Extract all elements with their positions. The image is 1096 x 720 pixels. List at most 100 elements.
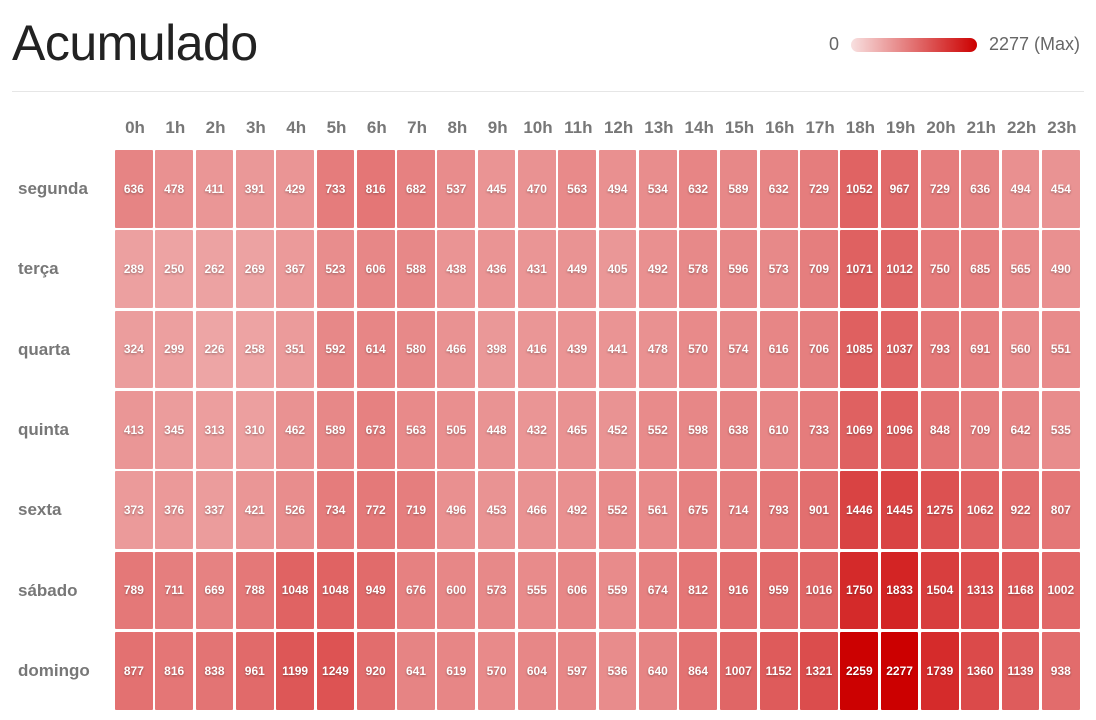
column-label: 18h [845,118,876,137]
column-label: 12h [603,118,634,137]
heatmap-cell: 1012 [880,230,919,309]
heatmap-cell: 1085 [840,310,879,389]
heatmap-cell: 636 [961,150,1000,228]
heatmap-cell: 398 [477,310,516,389]
heatmap-cell: 405 [598,230,637,309]
heatmap-cell: 676 [397,551,435,630]
heatmap-cell: 848 [921,390,959,469]
row-label: sábado [18,580,78,600]
heatmap-cell: 1360 [961,631,1000,710]
heatmap-cell: 1037 [880,310,919,389]
heatmap-cell: 574 [719,310,758,389]
heatmap-cell: 864 [679,631,717,710]
heatmap-cell: 1313 [961,551,1000,630]
heatmap-cell: 454 [1041,150,1080,228]
column-label: 9h [487,118,508,137]
heatmap-cell: 922 [1001,471,1040,549]
heatmap-cell: 535 [1041,390,1080,469]
column-label: 16h [765,118,795,137]
heatmap-cell: 1139 [1001,631,1040,710]
row-label: quinta [18,420,69,440]
heatmap-cell: 466 [437,310,476,389]
heatmap-cell: 411 [195,150,234,228]
heatmap-cell: 526 [276,471,314,549]
heatmap-cell: 750 [921,230,959,309]
heatmap-cell: 2259 [840,631,879,710]
heatmap-cell: 416 [518,310,556,389]
heatmap-cell: 250 [155,230,194,309]
heatmap-cell: 638 [719,390,758,469]
heatmap-cell: 492 [558,471,597,549]
heatmap-cell: 1096 [880,390,919,469]
heatmap-cell: 534 [638,150,677,228]
heatmap-cell: 729 [800,150,838,228]
heatmap-cell: 1062 [961,471,1000,549]
heatmap-cell: 597 [558,631,597,710]
column-label: 21h [966,118,996,137]
heatmap-cell: 492 [638,230,677,309]
heatmap-cell: 537 [437,150,476,228]
heatmap-cell: 565 [1001,230,1040,309]
heatmap-cell: 610 [759,390,798,469]
heatmap-cell: 561 [638,471,677,549]
heatmap-cell: 552 [638,390,677,469]
heatmap-cell: 432 [518,390,556,469]
heatmap-cell: 938 [1041,631,1080,710]
column-label: 15h [724,118,755,137]
color-legend: 0 2277 (Max) [829,34,1080,55]
heatmap-cell: 714 [719,471,758,549]
heatmap-cell: 682 [397,150,435,228]
heatmap-cell: 490 [1041,230,1080,309]
column-label: 5h [326,118,347,137]
heatmap-cell: 1168 [1001,551,1040,630]
heatmap-cell: 640 [638,631,677,710]
heatmap-cell: 1739 [921,631,959,710]
heatmap-cell: 1016 [800,551,838,630]
heatmap-cell: 669 [195,551,234,630]
heatmap-cell: 734 [316,471,355,549]
heatmap-cell: 961 [235,631,274,710]
heatmap-cell: 563 [558,150,597,228]
heatmap-cell: 706 [800,310,838,389]
heatmap-cell: 436 [477,230,516,309]
column-label: 3h [245,118,266,137]
heatmap-cell: 431 [518,230,556,309]
heatmap-cell: 916 [719,551,758,630]
heatmap-cell: 563 [397,390,435,469]
heatmap-cell: 1002 [1041,551,1080,630]
column-label: 8h [447,118,468,137]
heatmap-cell: 373 [115,471,153,549]
heatmap-cell: 494 [1001,150,1040,228]
heatmap-cell: 445 [477,150,516,228]
heatmap-cell: 478 [155,150,194,228]
heatmap-cell: 641 [397,631,435,710]
heatmap-cell: 733 [316,150,355,228]
column-label: 0h [125,118,145,137]
heatmap-cell: 589 [316,390,355,469]
heatmap-cell: 719 [397,471,435,549]
heatmap-cell: 226 [195,310,234,389]
divider [12,91,1084,92]
heatmap-cell: 573 [759,230,798,309]
heatmap-cell: 429 [276,150,314,228]
heatmap-cell: 2277 [880,631,919,710]
heatmap-cell: 604 [518,631,556,710]
heatmap-cell: 616 [759,310,798,389]
heatmap-cell: 324 [115,310,153,389]
heatmap-cell: 1007 [719,631,758,710]
column-label: 11h [564,118,593,137]
heatmap-cell: 1052 [840,150,879,228]
heatmap-cell: 789 [115,551,153,630]
heatmap-cell: 555 [518,551,556,630]
heatmap-cell: 505 [437,390,476,469]
heatmap-cell: 258 [235,310,274,389]
chart-title: Acumulado [12,15,258,71]
heatmap-cell: 709 [961,390,1000,469]
heatmap-cell: 1833 [880,551,919,630]
heatmap-cell: 551 [1041,310,1080,389]
heatmap-cell: 494 [598,150,637,228]
heatmap-cell: 438 [437,230,476,309]
heatmap-cell: 675 [679,471,717,549]
heatmap-cell: 673 [356,390,395,469]
heatmap-cell: 1199 [276,631,314,710]
